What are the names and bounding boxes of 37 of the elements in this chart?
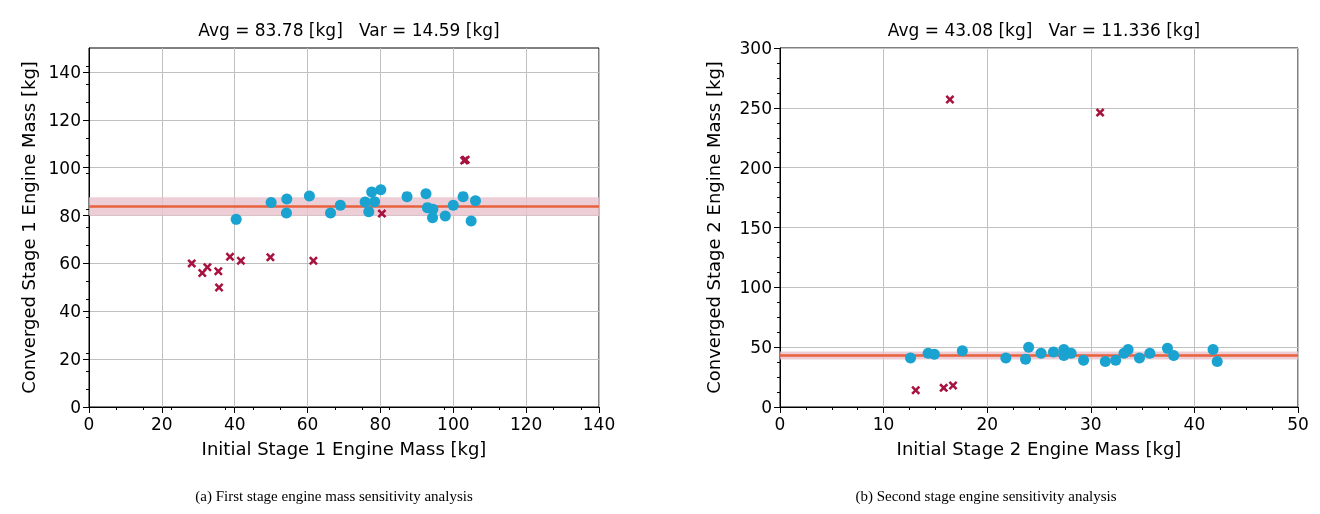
y-tick-label: 80 [59,205,81,226]
y-tick-label: 40 [59,301,81,322]
y-tick-label: 300 [739,38,772,58]
y-tick-label: 250 [739,97,772,118]
x-tick-label: 60 [296,413,319,434]
y-axis-title: Converged Stage 2 Engine Mass [kg] [702,61,724,394]
text: (b) Second stage engine sensitivity analysis [855,487,1117,505]
y-tick-label: 100 [48,157,81,178]
y-tick-label: 140 [48,61,81,82]
x-tick-label: 0 [774,413,786,434]
chart-title: Avg = 43.08 [kg] Var = 11.336 [kg] [887,19,1201,40]
x-tick-label: 20 [151,413,173,434]
y-tick-label: 100 [739,277,772,298]
x-tick-label: 100 [437,413,470,434]
x-tick-label: 50 [1287,413,1309,434]
x-tick-label: 120 [509,413,543,434]
y-tick-label: 200 [739,157,772,178]
y-tick-label: 50 [750,337,772,358]
x-tick-label: 40 [1183,413,1206,434]
x-axis-title: Initial Stage 2 Engine Mass [kg] [896,437,1182,459]
y-tick-label: 0 [70,397,81,417]
y-axis-title: Converged Stage 1 Engine Mass [kg] [17,61,39,394]
x-tick-label: 20 [976,413,999,434]
text: (a) First stage engine mass sensitivity analysis [195,487,473,505]
y-tick-label: 150 [739,217,772,238]
x-axis-title: Initial Stage 1 Engine Mass [kg] [201,437,487,459]
x-tick-label: 0 [83,413,95,434]
x-tick-label: 80 [369,413,392,434]
x-tick-label: 10 [872,413,895,434]
x-tick-label: 140 [582,413,616,434]
x-tick-label: 40 [223,413,246,434]
y-tick-label: 0 [761,397,772,417]
y-tick-label: 20 [59,349,81,370]
y-tick-label: 60 [59,253,81,274]
chart-title: Avg = 83.78 [kg] Var = 14.59 [kg] [198,19,500,40]
y-tick-label: 120 [48,109,81,130]
x-tick-label: 30 [1079,413,1102,434]
